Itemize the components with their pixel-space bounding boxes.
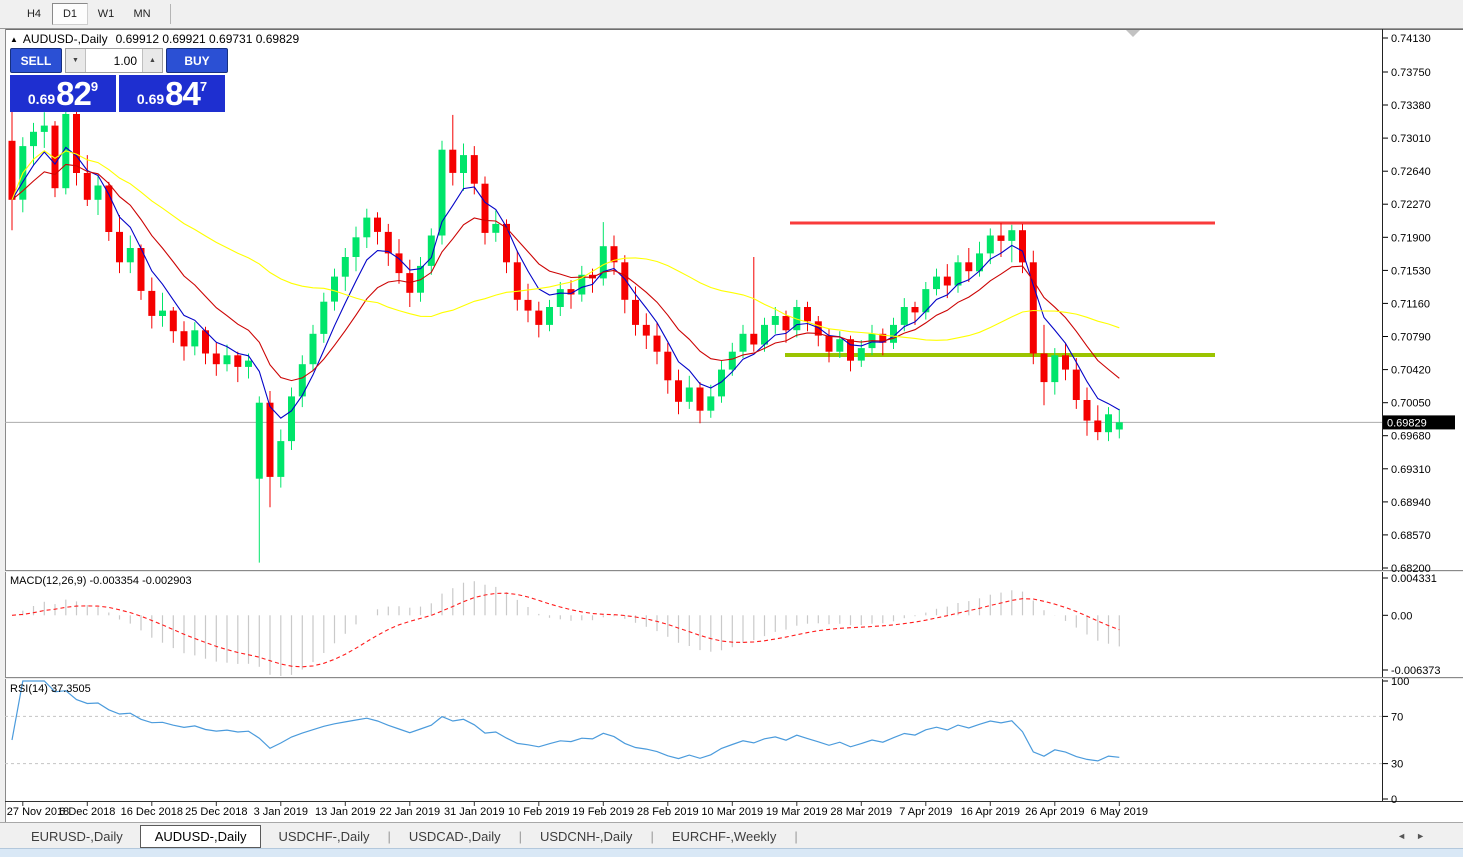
svg-text:0.72270: 0.72270 [1391,199,1431,211]
volume-stepper: ▼ ▲ [65,48,163,73]
macd-values: -0.003354 -0.002903 [89,575,192,587]
svg-text:0: 0 [1391,794,1397,806]
timeframe-tab-mn[interactable]: MN [133,8,151,20]
symbol-tab-usdcad[interactable]: USDCAD-,Daily [408,828,501,844]
timeframe-tab-h4[interactable]: H4 [26,8,42,20]
svg-text:0.68570: 0.68570 [1391,530,1431,542]
svg-text:6 Dec 2018: 6 Dec 2018 [59,806,115,818]
timeframe-tab-d1[interactable]: D1 [52,3,88,25]
sell-button[interactable]: SELL [10,48,62,73]
svg-text:6 May 2019: 6 May 2019 [1091,806,1148,818]
macd-name: MACD(12,26,9) [10,575,87,587]
sell-price-big: 82 [56,74,92,112]
svg-text:0.73010: 0.73010 [1391,133,1431,145]
svg-text:0.70050: 0.70050 [1391,398,1431,410]
svg-text:0.69310: 0.69310 [1391,464,1431,476]
svg-text:0.69829: 0.69829 [1387,417,1427,429]
svg-text:-0.006373: -0.006373 [1391,665,1441,677]
chart-tab-bar: EURUSD-,Daily AUDUSD-,Daily USDCHF-,Daily |… [0,822,1463,849]
buy-price-panel[interactable]: 0.69 84 7 [119,75,225,112]
svg-text:0.00: 0.00 [1391,610,1412,622]
symbol-tab-audusd[interactable]: AUDUSD-,Daily [139,824,262,848]
svg-text:0.69680: 0.69680 [1391,431,1431,443]
status-strip [0,848,1463,857]
svg-text:10 Mar 2019: 10 Mar 2019 [701,806,763,818]
svg-text:0.68200: 0.68200 [1391,563,1431,575]
svg-text:19 Feb 2019: 19 Feb 2019 [572,806,634,818]
svg-text:16 Dec 2018: 16 Dec 2018 [121,806,183,818]
svg-text:22 Jan 2019: 22 Jan 2019 [380,806,441,818]
svg-text:0.74130: 0.74130 [1391,33,1431,45]
svg-text:28 Feb 2019: 28 Feb 2019 [637,806,699,818]
svg-text:16 Apr 2019: 16 Apr 2019 [961,806,1020,818]
svg-text:25 Dec 2018: 25 Dec 2018 [185,806,247,818]
tab-separator: | [794,828,798,844]
ohlc-quote-text: 0.69912 0.69921 0.69731 0.69829 [115,32,300,46]
tab-scroll-arrows[interactable]: ◄► [1397,831,1435,841]
svg-text:3 Jan 2019: 3 Jan 2019 [254,806,308,818]
svg-text:0.70790: 0.70790 [1391,332,1431,344]
svg-text:0.72640: 0.72640 [1391,166,1431,178]
timeframe-tabs: H4 D1 W1 MN [16,3,160,25]
sell-price-pipette: 9 [90,79,99,94]
tab-separator: | [518,828,522,844]
macd-pane-label: MACD(12,26,9) -0.003354 -0.002903 [10,575,192,587]
buy-price-pipette: 7 [199,79,208,94]
symbol-tab-usdchf[interactable]: USDCHF-,Daily [278,828,370,844]
svg-text:26 Apr 2019: 26 Apr 2019 [1025,806,1084,818]
symbol-label: AUDUSD-,Daily [22,32,108,46]
timeframe-tab-w1[interactable]: W1 [97,8,115,20]
rsi-value: 37.3505 [50,683,91,695]
svg-text:0.73380: 0.73380 [1391,100,1431,112]
rsi-pane-label: RSI(14) 37.3505 [10,683,91,695]
buy-button[interactable]: BUY [166,48,228,73]
one-click-trading-widget: SELL ▼ ▲ BUY 0.69 82 9 0.69 84 7 [10,48,228,112]
svg-text:0.73750: 0.73750 [1391,67,1431,79]
svg-text:28 Mar 2019: 28 Mar 2019 [830,806,892,818]
toolbar-separator [170,4,171,24]
svg-text:31 Jan 2019: 31 Jan 2019 [444,806,505,818]
svg-text:19 Mar 2019: 19 Mar 2019 [766,806,828,818]
rsi-name: RSI(14) [10,683,48,695]
svg-text:10 Feb 2019: 10 Feb 2019 [508,806,570,818]
volume-increase-button[interactable]: ▲ [142,49,162,72]
sell-price-panel[interactable]: 0.69 82 9 [10,75,116,112]
svg-text:70: 70 [1391,711,1403,723]
svg-text:100: 100 [1391,676,1409,688]
symbol-tab-usdcnh[interactable]: USDCNH-,Daily [539,828,633,844]
tab-separator: | [387,828,391,844]
svg-text:0.70420: 0.70420 [1391,365,1431,377]
svg-text:7 Apr 2019: 7 Apr 2019 [899,806,952,818]
chart-title: ▲ AUDUSD-,Daily 0.69912 0.69921 0.69731 0.… [10,32,299,46]
sell-price-prefix: 0.69 [27,91,56,107]
svg-text:30: 30 [1391,759,1403,771]
tab-separator: | [650,828,654,844]
buy-price-big: 84 [165,74,201,112]
volume-decrease-button[interactable]: ▼ [66,49,86,72]
symbol-tab-eurusd[interactable]: EURUSD-,Daily [31,828,123,844]
svg-text:0.68940: 0.68940 [1391,497,1431,509]
svg-text:0.71530: 0.71530 [1391,265,1431,277]
svg-text:0.71160: 0.71160 [1391,298,1430,310]
volume-input[interactable] [86,49,142,72]
svg-text:0.71900: 0.71900 [1391,232,1431,244]
svg-text:0.004331: 0.004331 [1391,573,1437,585]
chart-plot-area[interactable]: 0.74130 0.73750 0.73380 0.73010 0.72640 0.722… [0,0,1463,827]
svg-text:27 Nov 2018: 27 Nov 2018 [7,806,69,818]
collapse-triangle-icon[interactable]: ▲ [10,35,18,44]
symbol-tab-eurchf[interactable]: EURCHF-,Weekly [671,828,777,844]
svg-text:13 Jan 2019: 13 Jan 2019 [315,806,376,818]
buy-price-prefix: 0.69 [136,91,165,107]
timeframe-toolbar: H4 D1 W1 MN [0,0,1463,29]
